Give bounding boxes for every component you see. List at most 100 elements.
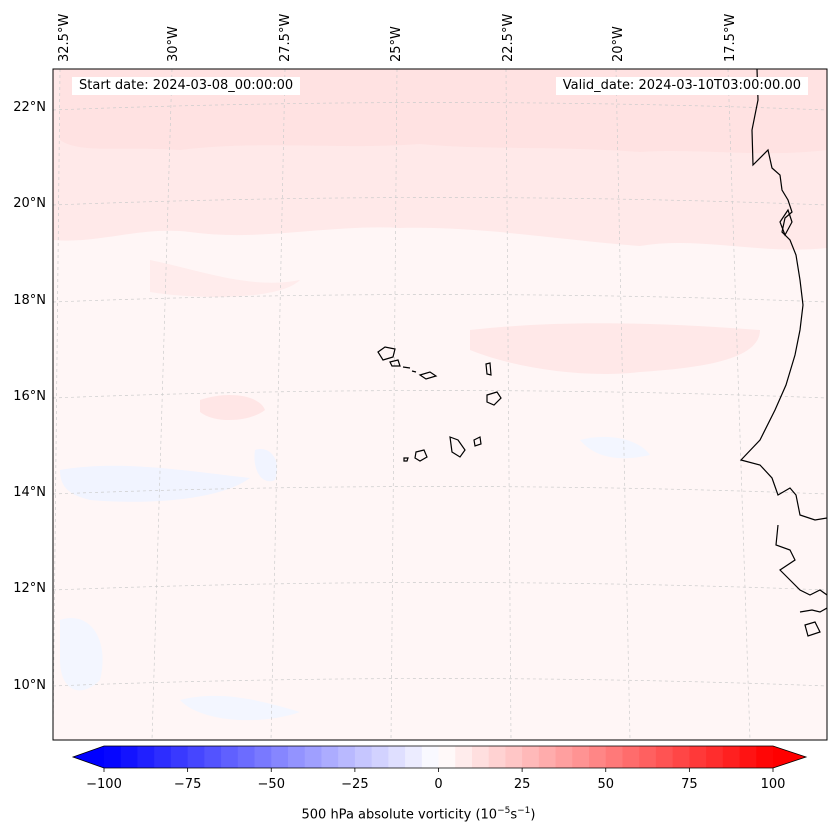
parallel-line bbox=[53, 582, 827, 591]
lat-tick-label: 22°N bbox=[13, 100, 46, 115]
colorbar-segment bbox=[137, 746, 155, 768]
colorbar-label-close: ) bbox=[530, 807, 536, 823]
parallel-line bbox=[53, 486, 827, 495]
colorbar-segment bbox=[605, 746, 624, 768]
lat-tick-label: 16°N bbox=[13, 389, 46, 404]
latitude-labels: 22°N 20°N 18°N 16°N 14°N 12°N 10°N bbox=[13, 100, 46, 693]
colorbar-segment bbox=[354, 746, 373, 768]
island-santa-luzia bbox=[402, 366, 411, 369]
island-maio bbox=[473, 436, 482, 447]
lon-tick-label: 22.5°W bbox=[501, 14, 516, 62]
colorbar-tick-label: 25 bbox=[514, 777, 531, 792]
lon-tick-label: 17.5°W bbox=[723, 14, 738, 62]
meridian-line bbox=[53, 69, 61, 740]
lat-tick-label: 20°N bbox=[13, 196, 46, 211]
colorbar-segment bbox=[221, 746, 239, 768]
island-fogo bbox=[414, 449, 428, 462]
colorbar-segment bbox=[405, 746, 423, 768]
parallel-line bbox=[53, 678, 827, 687]
island-brava bbox=[403, 457, 409, 462]
colorbar-tick-label: 0 bbox=[434, 777, 442, 792]
colorbar-segment bbox=[488, 746, 507, 768]
colorbar-label: 500 hPa absolute vorticity (10−5s−1) bbox=[0, 806, 837, 822]
colorbar-segment bbox=[204, 746, 222, 768]
colorbar-segment bbox=[639, 746, 657, 768]
colorbar-segment bbox=[438, 746, 456, 768]
island-sao-nicolau bbox=[418, 371, 438, 380]
meridian-line bbox=[270, 69, 286, 740]
colorbar-segment bbox=[655, 746, 674, 768]
positive-vorticity-patch bbox=[150, 260, 300, 297]
colorbar-tick-label: −100 bbox=[86, 777, 122, 792]
meridian-line bbox=[727, 69, 751, 740]
lat-tick-label: 10°N bbox=[13, 678, 46, 693]
colorbar-segment bbox=[572, 746, 590, 768]
colorbar-segment bbox=[154, 746, 172, 768]
lon-tick-label: 20°W bbox=[611, 26, 626, 62]
parallel-line bbox=[53, 102, 827, 111]
colorbar-segment bbox=[304, 746, 323, 768]
positive-vorticity-band-central bbox=[470, 323, 760, 374]
colorbar-segment bbox=[739, 746, 757, 768]
graticule bbox=[53, 69, 827, 740]
colorbar-segment bbox=[104, 746, 122, 768]
start-date-label: Start date: 2024-03-08_00:00:00 bbox=[72, 77, 301, 95]
colorbar-segment bbox=[237, 746, 256, 768]
lat-tick-label: 12°N bbox=[13, 581, 46, 596]
colorbar-label-text: 500 hPa absolute vorticity (10 bbox=[301, 807, 498, 823]
colorbar-segment bbox=[271, 746, 289, 768]
colorbar-segments bbox=[104, 746, 774, 768]
lon-tick-label: 27.5°W bbox=[278, 14, 293, 62]
colorbar-segment bbox=[388, 746, 406, 768]
coastal-island bbox=[799, 607, 827, 613]
positive-vorticity-patch-west bbox=[200, 395, 265, 421]
colorbar-segment bbox=[254, 746, 272, 768]
african-coastline-south bbox=[775, 524, 827, 596]
colorbar-segment bbox=[421, 746, 440, 768]
colorbar-segment bbox=[672, 746, 690, 768]
island-santiago bbox=[449, 436, 466, 458]
colorbar-segment bbox=[756, 746, 774, 768]
colorbar-tick-label: −75 bbox=[174, 777, 201, 792]
island-sao-vicente bbox=[389, 359, 401, 367]
colorbar-segment bbox=[505, 746, 523, 768]
map-frame bbox=[52, 68, 828, 741]
meridian-line bbox=[151, 69, 173, 740]
negative-vorticity-patch bbox=[60, 618, 103, 691]
colorbar-tick-label: 75 bbox=[681, 777, 698, 792]
colorbar-extend-max-arrow bbox=[773, 746, 806, 768]
colorbar-tick-label: −50 bbox=[258, 777, 285, 792]
island-sal bbox=[485, 362, 492, 376]
colorbar-segment bbox=[522, 746, 540, 768]
lat-tick-label: 14°N bbox=[13, 485, 46, 500]
valid-date-label: Valid_date: 2024-03-10T03:00:00.00 bbox=[555, 77, 808, 95]
colorbar-segment bbox=[622, 746, 640, 768]
lon-tick-label: 30°W bbox=[166, 26, 181, 62]
colorbar-label-exponent: −1 bbox=[517, 806, 531, 816]
colorbar-segment bbox=[371, 746, 389, 768]
island-santo-antao bbox=[377, 346, 396, 361]
meridian-line bbox=[615, 69, 631, 740]
colorbar-segment bbox=[120, 746, 139, 768]
negative-vorticity-patch bbox=[580, 436, 650, 459]
colorbar-tick-label: 100 bbox=[761, 777, 786, 792]
colorbar-segment bbox=[706, 746, 724, 768]
negative-vorticity-patch bbox=[254, 449, 278, 482]
colorbar-segment bbox=[722, 746, 741, 768]
colorbar-segment bbox=[538, 746, 557, 768]
colorbar-tick-label: −25 bbox=[341, 777, 368, 792]
colorbar-segment bbox=[555, 746, 573, 768]
longitude-labels: 32.5°W 30°W 27.5°W 25°W 22.5°W 20°W 17.5… bbox=[57, 14, 738, 62]
colorbar-segment bbox=[170, 746, 189, 768]
coastal-island bbox=[804, 621, 821, 637]
parallel-line bbox=[53, 390, 827, 399]
colorbar-tick-label: 50 bbox=[597, 777, 614, 792]
colorbar-segment bbox=[689, 746, 707, 768]
meridian-line bbox=[390, 69, 398, 740]
colorbar-segment bbox=[471, 746, 490, 768]
colorbar-extend-min-arrow bbox=[73, 746, 104, 768]
colorbar-segment bbox=[589, 746, 607, 768]
coastal-island bbox=[779, 208, 793, 237]
colorbar-segment bbox=[287, 746, 306, 768]
